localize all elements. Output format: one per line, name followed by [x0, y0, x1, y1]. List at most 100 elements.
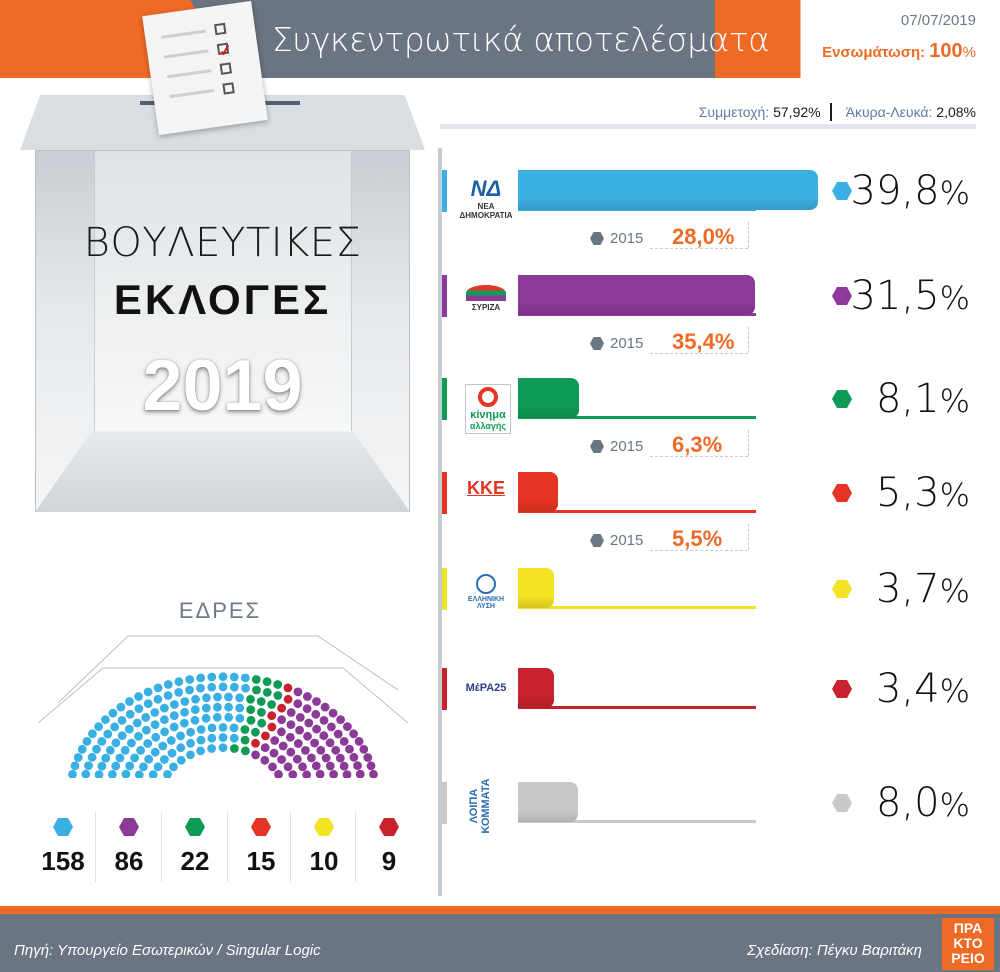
parliament-seat: [229, 733, 239, 743]
parliament-seat: [196, 725, 206, 734]
parliament-seat: [169, 762, 178, 772]
parliament-seat: [169, 722, 179, 732]
parliament-seat: [142, 725, 151, 735]
parliament-seat: [339, 761, 349, 771]
party-logo: ΝΔ ΝΕΑ ΔΗΜΟΚΡΑΤΙΑ: [458, 176, 514, 220]
parliament-seat: [190, 715, 200, 725]
parliament-seat: [148, 770, 158, 778]
parliament-seat: [176, 731, 186, 741]
seat-count: 15: [246, 846, 276, 876]
seat-legend-divider: [227, 812, 228, 882]
seat-legend-item: 10: [293, 818, 355, 877]
parliament-seat: [213, 702, 222, 712]
parliament-seat: [153, 694, 163, 704]
parliament-seat: [295, 713, 305, 722]
parliament-seat: [174, 677, 184, 687]
parliament-seat: [327, 722, 336, 732]
parliament-seat: [246, 715, 256, 725]
parliament-seat: [342, 770, 352, 778]
parliament-seat: [179, 718, 189, 728]
parliament-seat: [108, 708, 118, 718]
parliament-seat: [163, 691, 173, 700]
party-percentage-value: 8,1: [875, 376, 940, 422]
parliament-seat: [302, 704, 312, 714]
party-percentage: 8,1%: [876, 376, 970, 422]
parliament-seat: [333, 729, 343, 739]
parliament-seat: [134, 704, 144, 714]
parliament-seat: [349, 752, 359, 762]
parliament-seat: [196, 735, 206, 745]
parliament-seat: [293, 739, 303, 748]
parliament-seat: [153, 762, 163, 772]
parliament-seat: [186, 750, 195, 760]
party-color-hex-icon: [832, 580, 852, 598]
parliament-seat: [180, 707, 190, 717]
previous-hex-icon: [590, 337, 604, 350]
parliament-seat: [150, 747, 160, 757]
percent-sign: %: [714, 224, 735, 249]
parliament-seat: [267, 711, 277, 720]
party-color-hex-icon: [832, 182, 852, 200]
parliament-seat: [293, 699, 303, 709]
parliament-seat: [68, 769, 77, 778]
previous-percentage: 5,5%: [672, 526, 722, 552]
parliament-seat: [224, 702, 234, 712]
party-bar: [518, 568, 828, 612]
parliament-hemicycle: [38, 635, 408, 778]
parliament-seat: [229, 682, 239, 692]
parliament-seat: [127, 738, 136, 748]
election-year: 2019: [142, 346, 303, 426]
parliament-seat: [120, 745, 130, 755]
percent-sign: %: [702, 526, 723, 551]
parliament-seat: [136, 746, 145, 755]
parliament-seat: [73, 753, 83, 762]
seat-legend-item: 15: [230, 818, 292, 877]
previous-result: 2015 5,5%: [590, 524, 755, 552]
parliament-seat: [235, 703, 245, 713]
party-logo-subtext: ΛΥΣΗ: [477, 603, 495, 610]
parliament-seat: [132, 718, 142, 728]
parliament-seat: [196, 683, 205, 693]
turnout-label: Συμμετοχή:: [698, 104, 770, 120]
parliament-seat: [207, 744, 217, 753]
party-bar-baseline: [518, 820, 756, 823]
parliament-seat: [260, 743, 270, 753]
percent-sign: %: [939, 279, 970, 317]
previous-percentage: 28,0%: [672, 224, 734, 250]
parliament-seat: [150, 720, 160, 729]
parliament-seat: [331, 745, 341, 755]
syriza-flag-icon: [466, 285, 506, 301]
percent-sign: %: [939, 672, 970, 710]
parliament-seat: [158, 741, 168, 751]
parliament-seat: [312, 724, 321, 734]
seat-count: 10: [309, 846, 339, 876]
previous-percentage-value: 35,4: [672, 329, 715, 354]
party-color-hex-icon: [832, 794, 852, 812]
parliament-seat: [321, 753, 331, 763]
party-logo: ΛΟΙΠΑ ΚΟΜΜΑΤΑ: [468, 778, 492, 834]
previous-percentage: 6,3%: [672, 432, 722, 458]
ballot-box-inner: [94, 151, 352, 431]
parliament-seat: [180, 697, 190, 706]
parliament-seat: [273, 680, 283, 689]
parliament-seat: [218, 723, 228, 732]
parliament-seat: [166, 736, 176, 745]
parliament-seat: [207, 672, 217, 682]
party-bar: [518, 668, 828, 712]
party-bar-fill: [518, 782, 579, 822]
previous-year: 2015: [610, 335, 644, 352]
parliament-seat: [355, 769, 365, 778]
party-bar-baseline: [518, 510, 756, 513]
parliament-seat: [273, 691, 283, 700]
party-bar-fill: [518, 275, 756, 315]
party-bar: [518, 782, 828, 826]
party-color-hex-icon: [185, 818, 205, 836]
parliament-seat: [190, 705, 200, 715]
party-color-hex-icon: [832, 287, 852, 305]
seat-legend-divider: [95, 812, 96, 882]
parliament-seat: [353, 761, 362, 770]
integration-status: Ενσωμάτωση: 100%: [822, 40, 976, 63]
parliament-seat: [257, 707, 266, 717]
percent-sign: %: [939, 174, 970, 212]
parliament-seat: [82, 737, 92, 746]
